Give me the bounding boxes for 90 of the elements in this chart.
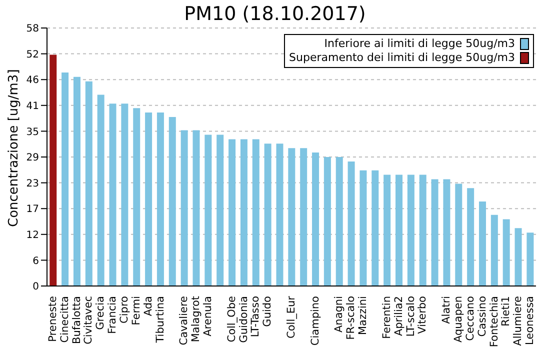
y-tick-label: 12	[26, 230, 39, 241]
x-tick-label: Cavaliere	[178, 296, 190, 346]
bar	[443, 179, 450, 286]
x-tick-label: Leonessa	[524, 296, 536, 346]
x-tick-label: Viterbo	[416, 296, 429, 334]
bar	[216, 134, 224, 286]
bar	[192, 130, 200, 286]
bar	[300, 148, 308, 286]
y-tick-label: 58	[26, 24, 39, 35]
x-tick-label: Rieti1	[500, 296, 512, 326]
bar	[145, 112, 152, 286]
chart-title: PM10 (18.10.2017)	[183, 3, 367, 25]
y-tick-label: 0	[32, 282, 39, 293]
y-tick-label: 23	[26, 178, 39, 190]
x-tick-label: Aquapen	[452, 296, 464, 343]
bar	[502, 219, 510, 286]
legend-label: Superamento dei limiti di legge 50ug/m3	[289, 51, 515, 65]
y-axis-title: Concentrazione [ug/m3]	[6, 69, 22, 227]
x-tick-label: Coll_Eur	[286, 295, 298, 338]
bar	[204, 134, 212, 286]
x-tick-label: Alatri	[440, 296, 453, 324]
bar	[73, 76, 80, 286]
bar	[431, 179, 438, 286]
bar	[109, 104, 116, 286]
x-tick-label: Cassino	[476, 296, 488, 337]
bar	[526, 232, 534, 286]
x-tick-label: Ferentin	[380, 296, 393, 339]
bar	[348, 161, 355, 286]
bar	[168, 116, 176, 286]
bar	[514, 228, 522, 286]
bar	[372, 170, 379, 286]
bar	[455, 184, 462, 286]
x-tick-label: Arenula	[202, 296, 214, 336]
x-tick-label: Anagni	[333, 296, 346, 333]
bar	[384, 174, 391, 286]
x-tick-label: Allumiere	[512, 296, 524, 346]
bar	[156, 112, 164, 286]
bar	[312, 152, 320, 286]
y-tick-label: 29	[26, 152, 39, 164]
bar	[180, 130, 188, 286]
bar	[288, 148, 296, 286]
bar	[121, 104, 128, 286]
x-tick-label: Ciampino	[309, 296, 322, 346]
x-tick-label: Cinecitta	[58, 296, 71, 343]
x-tick-label: Coll_Obe	[226, 296, 238, 342]
bar	[264, 144, 272, 286]
bar	[360, 170, 367, 286]
bar	[324, 157, 331, 286]
bar	[50, 54, 57, 286]
x-tick-label: Ceccano	[464, 296, 476, 341]
x-tick-label: Tiburtina	[154, 296, 166, 344]
y-tick-label: 35	[26, 126, 39, 138]
y-tick-label: 17	[26, 204, 39, 216]
x-tick-label: Civitavec	[82, 296, 95, 344]
x-tick-label: Mazzini	[357, 296, 370, 336]
x-tick-label: LT-scalo	[404, 296, 417, 337]
x-tick-label: Preneste	[46, 296, 59, 342]
x-tick-label: Ada	[142, 296, 154, 316]
bar	[407, 174, 414, 286]
x-tick-label: Grecia	[94, 296, 107, 330]
bar	[478, 201, 486, 286]
x-tick-label: Malagrot	[190, 296, 202, 342]
x-tick-label: Fermi	[130, 296, 142, 326]
x-tick-label: Guido	[262, 296, 274, 327]
bar	[133, 108, 140, 286]
legend-label: Inferiore ai limiti di legge 50ug/m3	[324, 37, 515, 51]
bar	[419, 174, 426, 286]
x-tick-label: LT-Tasso	[250, 296, 262, 338]
x-tick-label: Cipro	[118, 296, 131, 324]
bar	[85, 81, 92, 286]
y-tick-label: 46	[26, 75, 39, 86]
x-tick-label: Guidonia	[238, 296, 250, 343]
y-tick-label: 52	[26, 49, 39, 60]
x-tick-label: Aprilia2	[392, 296, 405, 336]
bar	[467, 188, 474, 286]
y-tick-label: 6	[32, 256, 39, 267]
bar	[228, 139, 236, 286]
bar	[252, 139, 260, 286]
bar	[240, 139, 248, 286]
bar	[490, 214, 498, 286]
bar	[97, 94, 104, 286]
y-tick-label: 41	[26, 100, 39, 112]
x-tick-label: FR-scalo	[345, 296, 358, 340]
bar	[336, 157, 343, 286]
x-tick-label: Francia	[106, 296, 119, 334]
bar	[62, 72, 69, 286]
x-tick-label: Bufalotta	[70, 296, 83, 344]
bar	[276, 144, 284, 286]
bar	[396, 174, 402, 286]
x-tick-label: Fontechia	[488, 296, 500, 348]
